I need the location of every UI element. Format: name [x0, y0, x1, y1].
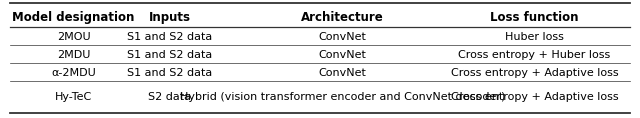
Text: Inputs: Inputs: [148, 11, 191, 24]
Text: 2MDU: 2MDU: [57, 50, 90, 60]
Text: 2MOU: 2MOU: [57, 32, 90, 42]
Text: ConvNet: ConvNet: [319, 32, 366, 42]
Text: Loss function: Loss function: [490, 11, 579, 24]
Text: Hybrid (vision transformer encoder and ConvNet decoder): Hybrid (vision transformer encoder and C…: [180, 92, 505, 102]
Text: Cross entropy + Adaptive loss: Cross entropy + Adaptive loss: [451, 68, 618, 78]
Text: S1 and S2 data: S1 and S2 data: [127, 32, 212, 42]
Text: S1 and S2 data: S1 and S2 data: [127, 50, 212, 60]
Text: ConvNet: ConvNet: [319, 50, 366, 60]
Text: Model designation: Model designation: [12, 11, 135, 24]
Text: Huber loss: Huber loss: [505, 32, 564, 42]
Text: S1 and S2 data: S1 and S2 data: [127, 68, 212, 78]
Text: ConvNet: ConvNet: [319, 68, 366, 78]
Text: α-2MDU: α-2MDU: [51, 68, 96, 78]
Text: Cross entropy + Adaptive loss: Cross entropy + Adaptive loss: [451, 92, 618, 102]
Text: Cross entropy + Huber loss: Cross entropy + Huber loss: [458, 50, 611, 60]
Text: Architecture: Architecture: [301, 11, 384, 24]
Text: Hy-TeC: Hy-TeC: [55, 92, 92, 102]
Text: S2 data: S2 data: [148, 92, 191, 102]
